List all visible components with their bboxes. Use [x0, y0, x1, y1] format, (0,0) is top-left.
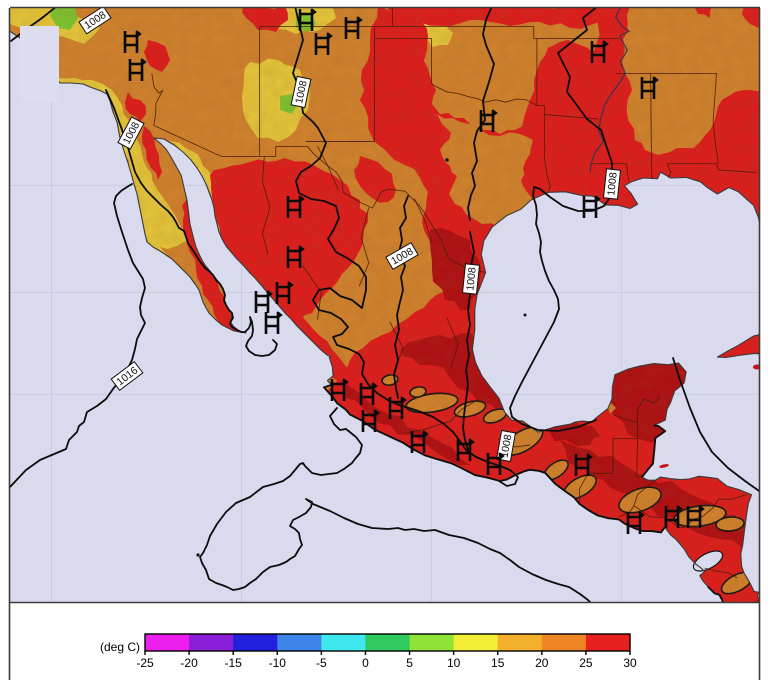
- svg-text:20: 20: [535, 656, 549, 670]
- svg-text:1008: 1008: [499, 433, 515, 458]
- svg-text:10: 10: [447, 656, 461, 670]
- svg-text:-10: -10: [269, 656, 287, 670]
- svg-text:15: 15: [491, 656, 505, 670]
- svg-text:(deg C): (deg C): [100, 640, 140, 654]
- svg-text:1008: 1008: [464, 267, 478, 292]
- svg-text:25: 25: [579, 656, 593, 670]
- svg-text:30: 30: [623, 656, 637, 670]
- svg-text:1008: 1008: [605, 172, 619, 197]
- svg-text:1008: 1008: [293, 79, 310, 104]
- svg-text:-25: -25: [136, 656, 154, 670]
- svg-text:-20: -20: [180, 656, 198, 670]
- svg-text:5: 5: [406, 656, 413, 670]
- svg-text:-15: -15: [225, 656, 243, 670]
- svg-text:-5: -5: [316, 656, 327, 670]
- svg-text:0: 0: [362, 656, 369, 670]
